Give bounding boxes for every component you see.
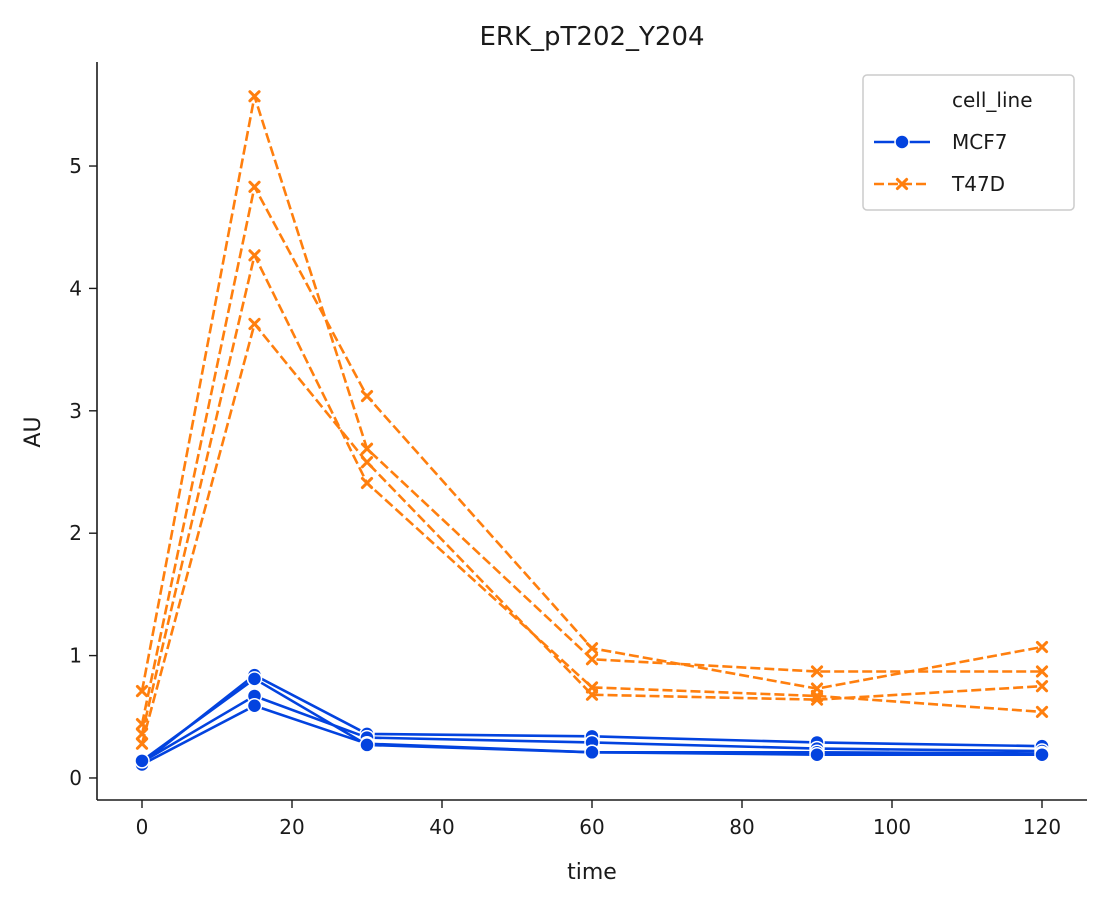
data-point [584, 744, 600, 761]
data-point [585, 688, 599, 701]
y-axis-label: AU [21, 416, 46, 447]
data-point [1035, 665, 1049, 678]
data-point [810, 693, 824, 706]
series-line [141, 677, 1042, 762]
x-tick-label: 100 [873, 815, 911, 839]
y-tick-label: 2 [69, 521, 82, 545]
data-point [248, 180, 261, 193]
data-point [810, 665, 824, 678]
x-tick-label: 40 [429, 815, 454, 839]
data-point [248, 249, 261, 262]
x-tick-label: 20 [279, 815, 304, 839]
series-t47d-8 [135, 317, 1049, 750]
series-line [141, 673, 1043, 765]
x-axis-label: time [567, 860, 617, 885]
data-point [809, 746, 825, 763]
y-tick-label: 1 [69, 644, 82, 668]
y-tick-label: 4 [69, 276, 82, 300]
series-t47d-5 [135, 90, 1049, 698]
data-point [360, 476, 374, 490]
data-point [1034, 746, 1050, 763]
legend-label: T47D [951, 172, 1005, 196]
legend-box [862, 74, 1075, 211]
series-line [140, 254, 1043, 735]
data-point [1035, 680, 1049, 693]
legend-entry-t47d: T47D [874, 172, 1005, 196]
data-point [360, 390, 374, 403]
data-point [360, 442, 374, 455]
data-point [246, 698, 263, 714]
series-t47d-7 [135, 249, 1049, 741]
series-line [140, 94, 1042, 692]
data-point [360, 456, 374, 469]
plot-area [134, 90, 1050, 773]
legend: cell_line MCF7 T47D [862, 74, 1075, 211]
data-point [246, 671, 263, 687]
data-point [135, 684, 149, 698]
data-point [134, 753, 150, 769]
y-tick-label: 0 [69, 766, 82, 790]
series-line [140, 185, 1043, 725]
y-tick-label: 5 [69, 154, 82, 178]
x-tick-label: 80 [729, 815, 754, 839]
legend-title: cell_line [952, 88, 1033, 112]
legend-marker [894, 134, 910, 150]
y-axis: 0 1 2 3 4 5 [69, 62, 98, 800]
data-point [1035, 705, 1049, 718]
data-point [585, 642, 599, 655]
data-point [248, 90, 261, 103]
series-mcf7-4 [134, 671, 1050, 769]
x-tick-label: 120 [1023, 815, 1061, 839]
series-line [140, 322, 1043, 745]
x-tick-label: 0 [136, 815, 149, 839]
y-tick-label: 3 [69, 399, 82, 423]
chart-title: ERK_pT202_Y204 [479, 22, 704, 52]
data-point [135, 718, 149, 731]
x-tick-label: 60 [579, 815, 604, 839]
legend-label: MCF7 [952, 130, 1007, 154]
data-point [585, 653, 599, 666]
data-point [1035, 640, 1049, 654]
series-t47d-6 [135, 180, 1049, 731]
data-point [248, 317, 261, 331]
legend-marker [895, 177, 909, 191]
x-axis: 0 20 40 60 80 100 120 [97, 799, 1087, 839]
series-line [141, 694, 1043, 764]
legend-entry-mcf7: MCF7 [874, 130, 1007, 154]
data-point [359, 737, 375, 753]
data-point [135, 737, 149, 750]
